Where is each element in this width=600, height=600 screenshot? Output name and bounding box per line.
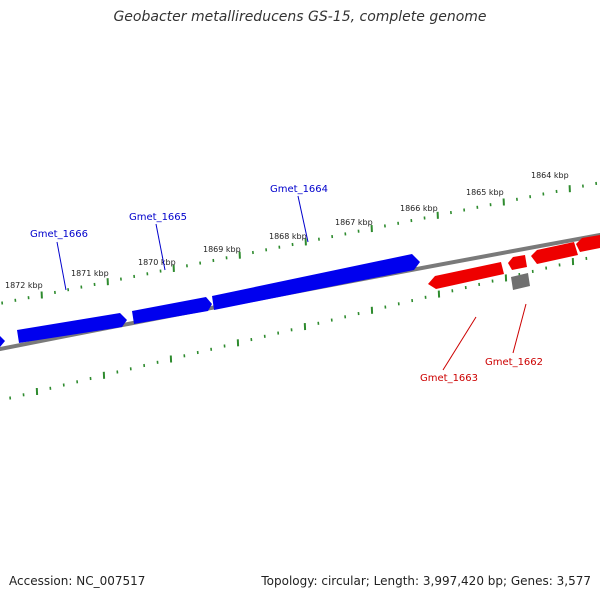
gene-partial-left[interactable]: [0, 336, 5, 347]
gene-label-gmet-1664[interactable]: Gmet_1664: [270, 184, 328, 195]
gene-gmet-1666[interactable]: [17, 313, 127, 343]
label-connectors: [56, 195, 527, 371]
gene-label-gmet-1662[interactable]: Gmet_1662: [485, 357, 543, 368]
gene-label-gmet-1666[interactable]: Gmet_1666: [30, 229, 88, 240]
gene-reverse-right-2[interactable]: [576, 235, 600, 252]
tick-label-1865: 1865 kbp: [466, 188, 504, 197]
gene-other-grey[interactable]: [511, 273, 530, 290]
tick-label-1872: 1872 kbp: [5, 281, 43, 290]
gene-gmet-1663[interactable]: [428, 262, 504, 289]
inner-scale-ticks: [9, 256, 588, 400]
gene-gmet-1662[interactable]: [508, 255, 527, 270]
tick-label-1864: 1864 kbp: [531, 171, 569, 180]
map-title: Geobacter metallireducens GS-15, complet…: [113, 9, 487, 25]
outer-scale-ticks: [1, 181, 598, 305]
reverse-genes: [428, 235, 600, 290]
accession-label: Accession: NC_007517: [9, 574, 146, 588]
tick-label-1868: 1868 kbp: [269, 232, 307, 241]
gene-gmet-1665[interactable]: [132, 297, 212, 324]
genome-summary: Topology: circular; Length: 3,997,420 bp…: [261, 574, 591, 588]
tick-label-1869: 1869 kbp: [203, 245, 241, 254]
gene-label-gmet-1665[interactable]: Gmet_1665: [129, 212, 187, 223]
gene-reverse-right-1[interactable]: [531, 242, 578, 264]
gene-label-gmet-1663[interactable]: Gmet_1663: [420, 373, 478, 384]
tick-label-1867: 1867 kbp: [335, 218, 373, 227]
tick-label-1871: 1871 kbp: [71, 269, 109, 278]
gene-gmet-1664[interactable]: [212, 254, 420, 310]
forward-genes: [0, 254, 420, 347]
tick-label-1866: 1866 kbp: [400, 204, 438, 213]
tick-label-1870: 1870 kbp: [138, 258, 176, 267]
